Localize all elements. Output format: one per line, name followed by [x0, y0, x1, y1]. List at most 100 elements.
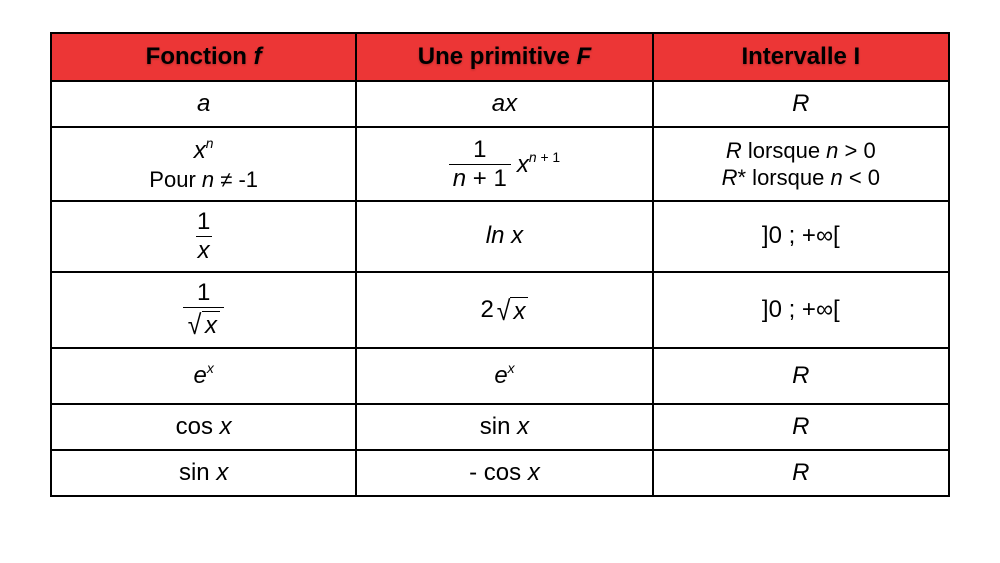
surd-icon: √ — [497, 297, 511, 325]
header-fonction-symbol: f — [254, 43, 262, 70]
primitives-table: Fonction f Une primitive F Intervalle I … — [50, 32, 950, 497]
cell-f: xn Pour n ≠ -1 — [51, 127, 356, 201]
table-row: a ax R — [51, 81, 949, 127]
header-primitive: Une primitive F — [356, 33, 652, 81]
numerator: 1 — [193, 281, 214, 307]
text: lorsque — [746, 165, 830, 190]
header-fonction: Fonction f — [51, 33, 356, 81]
text: Pour — [149, 167, 202, 192]
text: x — [517, 413, 529, 440]
cell-F: ax — [356, 81, 652, 127]
expr: xn — [194, 136, 214, 165]
condition: Pour n ≠ -1 — [149, 167, 258, 192]
table-row: ex ex R — [51, 348, 949, 404]
text: x — [511, 222, 523, 249]
text: ln — [486, 222, 511, 249]
sup: x — [508, 360, 515, 376]
header-intervalle: Intervalle I — [653, 33, 949, 81]
cell-f: sin x — [51, 450, 356, 496]
text: sin — [179, 459, 216, 486]
cell-f: 1 √x — [51, 272, 356, 348]
denominator: n + 1 — [449, 164, 511, 191]
text: x — [220, 413, 232, 440]
fraction: 1 √x — [183, 281, 224, 338]
text: n — [830, 165, 842, 190]
text: n — [529, 149, 537, 165]
cell-I: ]0 ; +∞[ — [653, 201, 949, 272]
header-primitive-text: Une primitive — [418, 43, 577, 70]
header-primitive-symbol: F — [577, 43, 592, 70]
surd-icon: √ — [188, 311, 202, 339]
text: R — [722, 165, 738, 190]
cell-f: ex — [51, 348, 356, 404]
text: R — [792, 90, 809, 117]
text: 2 — [480, 296, 493, 324]
cell-F: 2 √x — [356, 272, 652, 348]
text: ax — [492, 90, 517, 117]
header-row: Fonction f Une primitive F Intervalle I — [51, 33, 949, 81]
sqrt: √x — [187, 310, 220, 338]
cell-I: R — [653, 404, 949, 450]
radicand: x — [510, 297, 528, 324]
sqrt: √x — [496, 296, 529, 324]
cell-F: ex — [356, 348, 652, 404]
cell-F: ln x — [356, 201, 652, 272]
cell-I: R — [653, 450, 949, 496]
text: n — [202, 167, 214, 192]
sup: x — [207, 360, 214, 376]
table-row: 1 √x 2 √x ]0 ; +∞[ — [51, 272, 949, 348]
cell-I: R lorsque n > 0 R* lorsque n < 0 — [653, 127, 949, 201]
fraction: 1 n + 1 — [449, 138, 511, 191]
text: ≠ -1 — [214, 167, 258, 192]
sup: n + 1 — [529, 149, 560, 165]
denominator: √x — [183, 307, 224, 338]
text: sin — [480, 413, 517, 440]
text: > 0 — [838, 138, 875, 163]
text: n — [453, 165, 466, 192]
text: lorsque — [742, 138, 826, 163]
text: n — [826, 138, 838, 163]
cell-f: cos x — [51, 404, 356, 450]
text: x — [517, 151, 529, 178]
text: x — [216, 459, 228, 486]
numerator: 1 — [195, 210, 212, 236]
table-row: cos x sin x R — [51, 404, 949, 450]
text: e — [194, 362, 207, 389]
table-row: sin x - cos x R — [51, 450, 949, 496]
text: ]0 ; +∞[ — [762, 296, 840, 323]
header-fonction-text: Fonction — [146, 43, 254, 70]
cell-I: R — [653, 348, 949, 404]
text: x — [194, 137, 206, 164]
text: e — [494, 362, 507, 389]
expr: 2 √x — [480, 296, 528, 324]
line2: R* lorsque n < 0 — [722, 165, 880, 190]
line1: R lorsque n > 0 — [726, 138, 876, 163]
header-intervalle-text: Intervalle I — [741, 43, 860, 70]
radicand: x — [202, 311, 220, 338]
text: < 0 — [843, 165, 880, 190]
text: R — [792, 362, 809, 389]
fraction: 1 x — [195, 210, 212, 263]
text: a — [197, 90, 210, 117]
text: * — [738, 165, 747, 190]
table-row: xn Pour n ≠ -1 1 n + 1 xn + 1 — [51, 127, 949, 201]
text: R — [792, 459, 809, 486]
cell-F: - cos x — [356, 450, 652, 496]
cell-F: 1 n + 1 xn + 1 — [356, 127, 652, 201]
table-row: 1 x ln x ]0 ; +∞[ — [51, 201, 949, 272]
text: + 1 — [537, 149, 561, 165]
expr: 1 n + 1 xn + 1 — [449, 138, 560, 191]
text: x — [528, 459, 540, 486]
sup: n — [206, 135, 214, 151]
tail: xn + 1 — [517, 150, 560, 179]
cell-I: R — [653, 81, 949, 127]
text: ]0 ; +∞[ — [762, 222, 840, 249]
cell-f: 1 x — [51, 201, 356, 272]
text: R — [792, 413, 809, 440]
text: cos — [176, 413, 220, 440]
text: R — [726, 138, 742, 163]
cell-I: ]0 ; +∞[ — [653, 272, 949, 348]
cell-f: a — [51, 81, 356, 127]
text: + 1 — [466, 165, 507, 192]
text: - cos — [469, 459, 528, 486]
